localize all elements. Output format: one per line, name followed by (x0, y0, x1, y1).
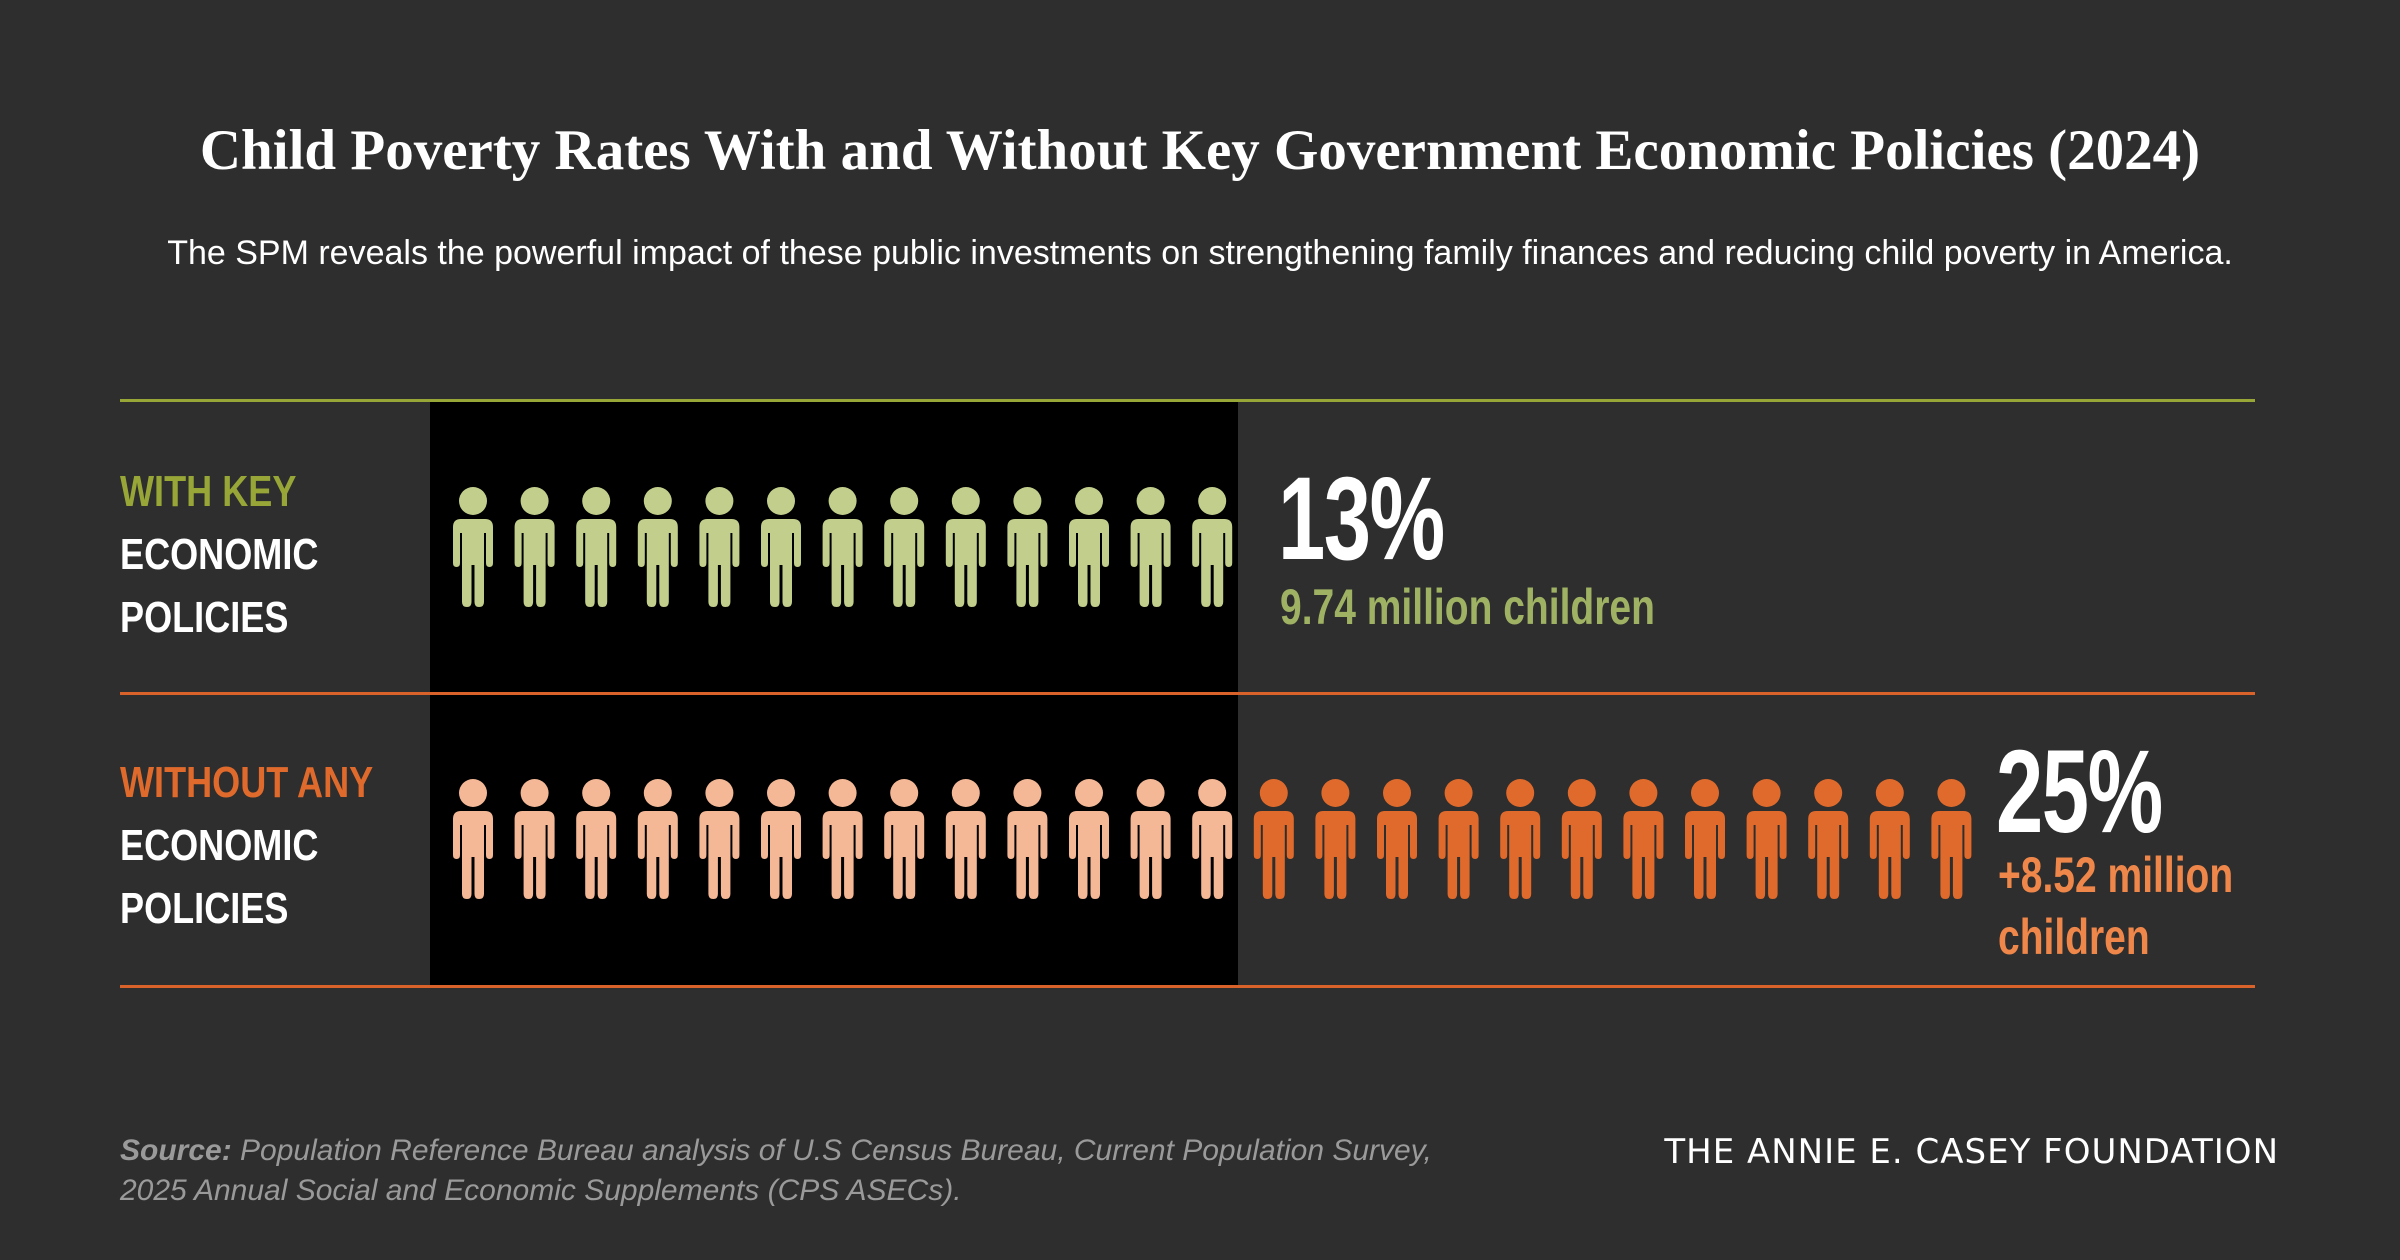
person-icon (453, 487, 493, 607)
person-icon (822, 487, 863, 607)
without-policies-label-line3: POLICIES (120, 884, 289, 933)
chart-subtitle: The SPM reveals the powerful impact of t… (167, 234, 2233, 272)
person-icon (514, 487, 555, 607)
source-text: Population Reference Bureau analysis of … (120, 1134, 1432, 1207)
top-divider (120, 399, 2255, 402)
foundation-logo: THE ANNIE E. CASEY FOUNDATION (1664, 1132, 2279, 1172)
with-policies-count: 9.74 million children (1280, 579, 1655, 635)
person-icon (1561, 779, 1602, 899)
person-icon (699, 779, 740, 899)
person-icon (1192, 779, 1233, 899)
with-policies-label: WITH KEY ECONOMIC POLICIES (120, 460, 318, 649)
person-icon (1069, 487, 1109, 607)
bottom-divider (120, 985, 2255, 988)
source-note: Source: Population Reference Bureau anal… (120, 1131, 1470, 1211)
person-icon (1746, 779, 1787, 899)
person-icon (1007, 487, 1048, 607)
with-policies-percent: 13% (1278, 453, 1445, 585)
without-policies-label-line2: ECONOMIC (120, 821, 319, 870)
person-icon (453, 779, 493, 899)
person-icon (1808, 779, 1849, 899)
person-icon (637, 779, 678, 899)
person-icon (576, 779, 617, 899)
person-icon (699, 487, 740, 607)
person-icon (822, 779, 863, 899)
middle-divider (120, 692, 2255, 695)
person-icon (514, 779, 555, 899)
person-icon (1685, 779, 1725, 899)
person-icon (884, 487, 925, 607)
person-icon (576, 487, 617, 607)
person-icon (1130, 779, 1171, 899)
person-icon (1931, 779, 1972, 899)
person-icon (761, 487, 801, 607)
with-policies-label-line2: ECONOMIC (120, 530, 319, 579)
without-policies-label: WITHOUT ANY ECONOMIC POLICIES (120, 751, 373, 940)
person-icon (761, 779, 801, 899)
person-icon (1007, 779, 1048, 899)
person-icon (884, 779, 925, 899)
person-icon (1069, 779, 1109, 899)
person-icon (1438, 779, 1479, 899)
person-icon (1500, 779, 1541, 899)
person-icon (637, 487, 678, 607)
with-policies-label-line3: POLICIES (120, 593, 289, 642)
person-icon (945, 779, 986, 899)
person-icon (1130, 487, 1171, 607)
person-icon (1869, 779, 1910, 899)
without-policies-count: +8.52 million children (1998, 847, 2234, 965)
without-policies-label-accent: WITHOUT ANY (120, 758, 374, 807)
person-icon (945, 487, 986, 607)
person-icon (1377, 779, 1417, 899)
person-icon (1192, 487, 1233, 607)
person-icon (1623, 779, 1664, 899)
without-policies-percent: 25% (1996, 726, 2163, 858)
with-policies-label-accent: WITH KEY (120, 467, 297, 516)
person-icon (1253, 779, 1294, 899)
source-label: Source: (120, 1134, 232, 1167)
person-icon (1315, 779, 1356, 899)
chart-title: Child Poverty Rates With and Without Key… (199, 119, 2201, 182)
